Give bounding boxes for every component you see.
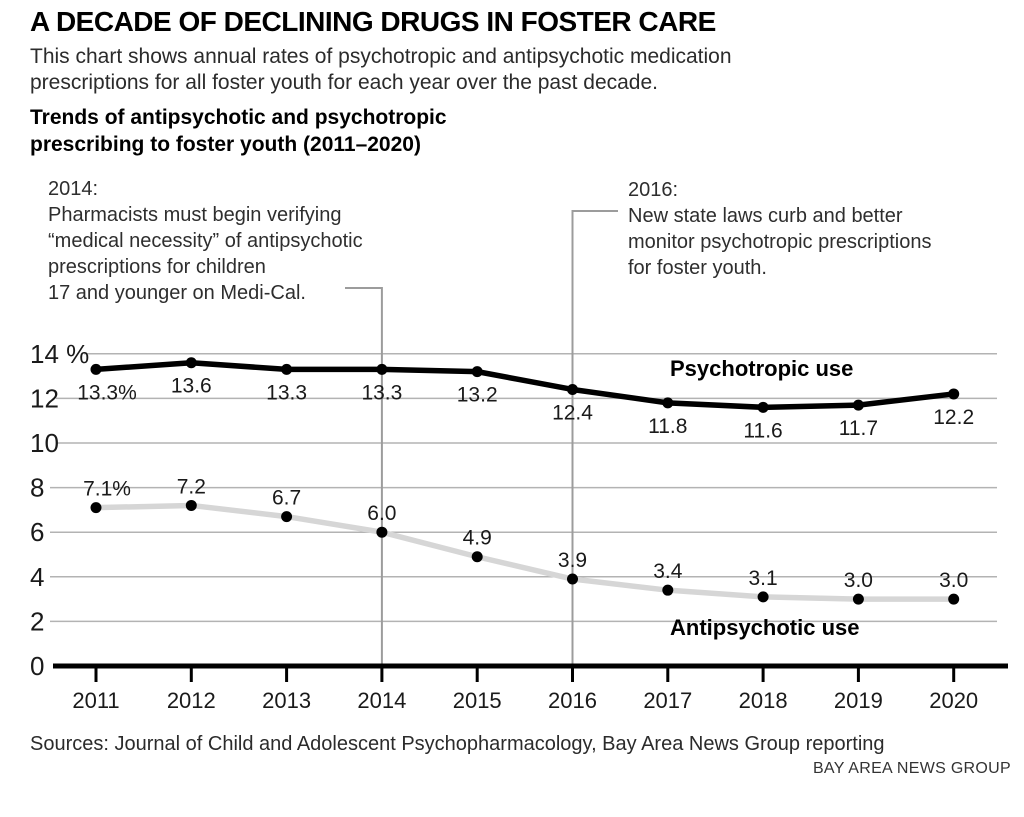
psychotropic-use-point-2017 bbox=[662, 397, 674, 409]
annotation-2016: 2016: New state laws curb and better monit… bbox=[628, 177, 931, 281]
x-tick-label-2011: 2011 bbox=[72, 688, 119, 713]
antipsychotic-use-value-label: 3.0 bbox=[844, 569, 873, 592]
antipsychotic-use-value-label: 3.9 bbox=[558, 549, 587, 572]
psychotropic-use-value-label: 12.4 bbox=[552, 401, 593, 424]
antipsychotic-use-value-label: 3.0 bbox=[939, 569, 968, 592]
antipsychotic-use-point-2013 bbox=[281, 511, 293, 523]
psychotropic-use-point-2020 bbox=[948, 388, 960, 400]
antipsychotic-use-point-2019 bbox=[852, 593, 864, 605]
antipsychotic-use-line bbox=[93, 502, 957, 602]
psychotropic-use-point-2015 bbox=[471, 366, 483, 378]
psychotropic-use-point-2018 bbox=[757, 401, 769, 413]
psychotropic-use-value-label: 13.6 bbox=[171, 375, 212, 398]
antipsychotic-use-value-label: 4.9 bbox=[463, 527, 492, 550]
psychotropic-use-value-label: 13.3% bbox=[77, 381, 137, 404]
chart-title: Trends of antipsychotic and psychotropic… bbox=[30, 106, 447, 156]
psychotropic-use-point-2012 bbox=[185, 357, 197, 369]
psychotropic-use-value-label: 13.3 bbox=[266, 381, 307, 404]
annotation-line: monitor psychotropic prescriptions bbox=[628, 231, 932, 253]
antipsychotic-use-value-label: 3.4 bbox=[653, 560, 683, 583]
x-tick-label-2014: 2014 bbox=[357, 688, 406, 713]
antipsychotic-use-point-2015 bbox=[471, 551, 483, 563]
psychotropic-use-value-label: 12.2 bbox=[933, 406, 974, 429]
x-tick-label-2015: 2015 bbox=[453, 688, 502, 713]
credit-line: BAY AREA NEWS GROUP bbox=[812, 760, 1011, 777]
x-tick-label-2017: 2017 bbox=[643, 688, 692, 713]
sources-line: Sources: Journal of Child and Adolescent… bbox=[30, 733, 885, 755]
annotation-line: Pharmacists must begin verifying bbox=[48, 204, 342, 226]
antipsychotic-use-point-2011 bbox=[90, 502, 102, 514]
annotation-2014: 2014: Pharmacists must begin verifying “me… bbox=[48, 176, 363, 306]
antipsychotic-use-series-label: Antipsychotic use bbox=[670, 615, 859, 640]
antipsychotic-use-value-label: 3.1 bbox=[748, 567, 777, 590]
psychotropic-use-series-label: Psychotropic use bbox=[670, 356, 853, 381]
y-tick-label-10: 10 bbox=[30, 428, 59, 458]
antipsychotic-use-value-label: 6.0 bbox=[367, 502, 396, 525]
annotation-connector-2014 bbox=[345, 287, 383, 666]
subtitle: This chart shows annual rates of psychot… bbox=[30, 45, 732, 94]
annotation-line: prescriptions for children bbox=[48, 256, 266, 278]
x-tick-label-2019: 2019 bbox=[834, 688, 883, 713]
antipsychotic-use-point-2020 bbox=[948, 593, 960, 605]
page-title: A DECADE OF DECLINING DRUGS IN FOSTER CA… bbox=[30, 6, 716, 37]
psychotropic-use-value-label: 13.3 bbox=[361, 381, 402, 404]
antipsychotic-use-value-label: 7.1% bbox=[83, 478, 131, 501]
x-tick-label-2012: 2012 bbox=[167, 688, 216, 713]
annotation-line: 17 and younger on Medi-Cal. bbox=[48, 282, 306, 304]
psychotropic-use-point-2019 bbox=[852, 399, 864, 411]
x-tick-label-2013: 2013 bbox=[262, 688, 311, 713]
annotation-line: 2016: bbox=[628, 179, 679, 201]
antipsychotic-use-value-label: 7.2 bbox=[177, 475, 206, 498]
psychotropic-use-point-2014 bbox=[376, 363, 388, 375]
x-tick-label-2018: 2018 bbox=[739, 688, 788, 713]
antipsychotic-use-point-2014 bbox=[376, 526, 388, 538]
psychotropic-use-point-2013 bbox=[281, 363, 293, 375]
y-tick-label-12: 12 bbox=[30, 383, 59, 413]
psychotropic-use-value-label: 11.8 bbox=[648, 415, 687, 438]
antipsychotic-use-point-2012 bbox=[185, 499, 197, 511]
annotation-line: for foster youth. bbox=[628, 257, 767, 279]
antipsychotic-use-point-2016 bbox=[567, 573, 578, 585]
y-tick-label-0: 0 bbox=[30, 651, 44, 681]
psychotropic-use-value-label: 11.7 bbox=[839, 417, 878, 440]
psychotropic-use-value-label: 13.2 bbox=[457, 384, 498, 407]
y-tick-label-4: 4 bbox=[30, 562, 44, 592]
x-tick-label-2016: 2016 bbox=[548, 688, 597, 713]
antipsychotic-use-value-label: 6.7 bbox=[272, 487, 301, 510]
annotation-line: New state laws curb and better bbox=[628, 205, 903, 227]
x-tick-label-2020: 2020 bbox=[929, 688, 978, 713]
psychotropic-use-line bbox=[93, 359, 957, 411]
y-tick-label-6: 6 bbox=[30, 517, 44, 547]
annotation-connector-2016 bbox=[571, 210, 618, 666]
antipsychotic-use-point-2018 bbox=[757, 591, 769, 603]
annotation-line: “medical necessity” of antipsychotic bbox=[48, 230, 363, 252]
y-tick-label-14: 14 % bbox=[30, 339, 89, 369]
psychotropic-use-value-label: 11.6 bbox=[743, 419, 782, 442]
psychotropic-use-point-2016 bbox=[567, 383, 578, 395]
annotation-line: 2014: bbox=[48, 178, 99, 200]
antipsychotic-use-point-2017 bbox=[662, 584, 674, 596]
psychotropic-use-point-2011 bbox=[90, 363, 102, 375]
y-tick-label-8: 8 bbox=[30, 473, 44, 503]
y-tick-label-2: 2 bbox=[30, 606, 44, 636]
